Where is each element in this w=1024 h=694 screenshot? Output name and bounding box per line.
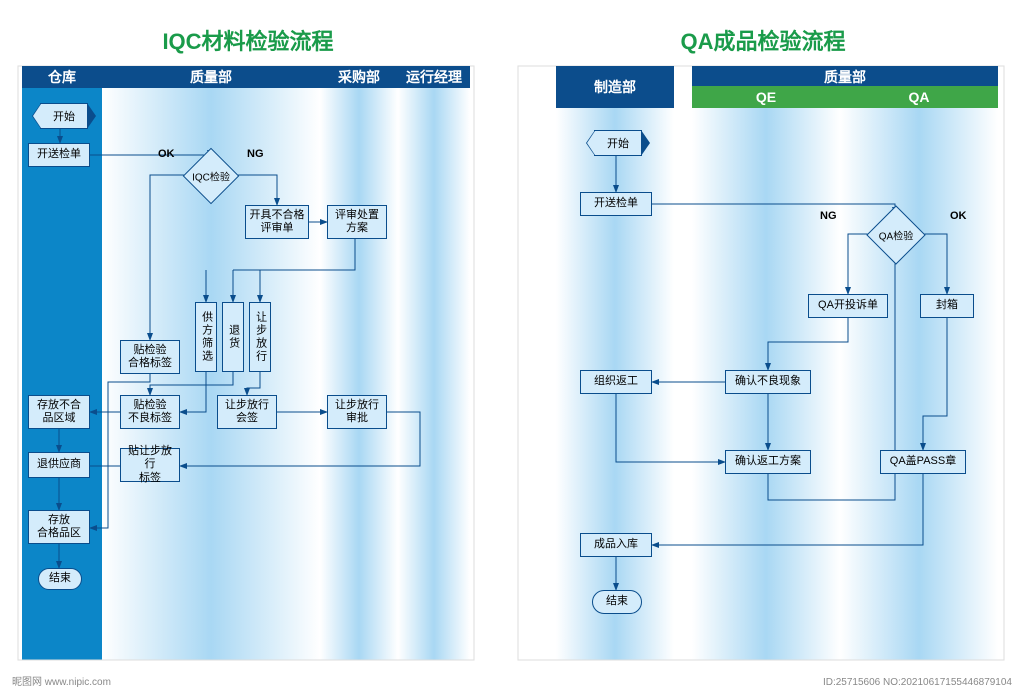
lane-header-warehouse: 仓库 — [22, 66, 102, 88]
node-send: 开送检单 — [28, 143, 90, 167]
lane-header-purchase: 采购部 — [320, 66, 398, 88]
edge-label: NG — [247, 148, 264, 160]
edge-label: OK — [950, 210, 967, 222]
node-r_confirm_plan: 确认返工方案 — [725, 450, 811, 474]
node-end: 结束 — [38, 568, 82, 590]
node-good_area: 存放合格品区 — [28, 510, 90, 544]
node-ret: 退货 — [222, 302, 244, 372]
node-sel: 供方筛选 — [195, 302, 217, 372]
node-sign: 让步放行会签 — [217, 395, 277, 429]
node-r_rework: 组织返工 — [580, 370, 652, 394]
lane-header-qe: QE — [692, 86, 840, 108]
lane-header-quality: 质量部 — [102, 66, 320, 88]
node-bad_tag: 贴检验不良标签 — [120, 395, 180, 429]
chart-title: QA成品检验流程 — [518, 24, 1008, 56]
node-r_in: 成品入库 — [580, 533, 652, 557]
lane-header-opmgr: 运行经理 — [398, 66, 470, 88]
footer-left: 昵图网 www.nipic.com — [12, 673, 111, 688]
lane-header-qa: QA — [840, 86, 998, 108]
edge-label: NG — [820, 210, 837, 222]
node-r_confirm_bad: 确认不良现象 — [725, 370, 811, 394]
footer-right: ID:25715606 NO:20210617155446879104 — [823, 677, 1012, 688]
node-approve: 让步放行审批 — [327, 395, 387, 429]
node-review: 评审处置方案 — [327, 205, 387, 239]
stage: { "page": {"width":1024,"height":694,"ba… — [0, 0, 1024, 694]
node-r_complain: QA开投诉单 — [808, 294, 888, 318]
node-r_seal: 封箱 — [920, 294, 974, 318]
node-bad_area: 存放不合品区域 — [28, 395, 90, 429]
node-conc: 让步放行 — [249, 302, 271, 372]
node-nc_form: 开具不合格评审单 — [245, 205, 309, 239]
node-r_start: 开始 — [594, 130, 642, 156]
node-r_end: 结束 — [592, 590, 642, 614]
node-conc_tag: 贴让步放行标签 — [120, 448, 180, 482]
lane-header-mfg: 制造部 — [556, 66, 674, 108]
node-pass_tag: 贴检验合格标签 — [120, 340, 180, 374]
lane-super-header: 质量部 — [692, 66, 998, 88]
node-start: 开始 — [40, 103, 88, 129]
node-r_stamp: QA盖PASS章 — [880, 450, 966, 474]
node-r_send: 开送检单 — [580, 192, 652, 216]
chart-title: IQC材料检验流程 — [18, 24, 478, 56]
node-ret_sup: 退供应商 — [28, 452, 90, 478]
edge-label: OK — [158, 148, 175, 160]
